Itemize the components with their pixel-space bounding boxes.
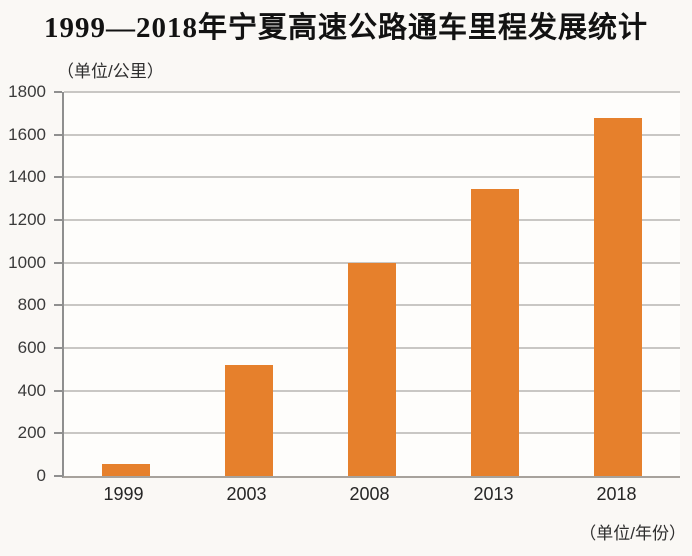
y-tick-label-1000: 1000 <box>8 253 46 272</box>
y-tick-mark-400 <box>54 390 62 392</box>
x-tick-label-2018: 2018 <box>596 484 637 504</box>
y-tick-mark-1200 <box>54 219 62 221</box>
y-tick-mark-1000 <box>54 262 62 264</box>
y-axis-tick-labels: 0 200 400 600 800 1000 1200 1400 1600 1800 <box>0 82 46 485</box>
y-axis-unit-label: （单位/公里） <box>57 62 164 81</box>
y-tick-mark-1800 <box>54 91 62 93</box>
y-tick-label-200: 200 <box>17 423 46 442</box>
y-tick-label-0: 0 <box>36 466 46 485</box>
bar-2018 <box>594 117 642 476</box>
gridline-1200 <box>64 219 680 221</box>
y-axis-tick-marks <box>0 91 62 477</box>
y-tick-label-1400: 1400 <box>8 167 46 186</box>
y-tick-mark-200 <box>54 432 62 434</box>
x-tick-label-2003: 2003 <box>226 484 267 504</box>
y-tick-mark-800 <box>54 304 62 306</box>
y-tick-label-1600: 1600 <box>8 125 46 144</box>
y-tick-mark-0 <box>54 475 62 477</box>
x-axis-unit-label: （单位/年份） <box>579 524 686 543</box>
gridline-1600 <box>64 134 680 136</box>
y-tick-mark-600 <box>54 347 62 349</box>
bar-2013 <box>471 189 519 476</box>
y-tick-label-400: 400 <box>17 381 46 400</box>
y-tick-mark-1400 <box>54 176 62 178</box>
x-tick-label-2008: 2008 <box>349 484 390 504</box>
y-tick-label-600: 600 <box>17 338 46 357</box>
bar-2003 <box>225 365 273 476</box>
x-axis-tick-labels: 1999 2003 2008 2013 2018 <box>62 484 678 508</box>
x-tick-label-2013: 2013 <box>473 484 514 504</box>
y-tick-label-1200: 1200 <box>8 210 46 229</box>
bar-1999 <box>102 464 150 476</box>
x-tick-label-1999: 1999 <box>103 484 144 504</box>
chart-title: 1999—2018年宁夏高速公路通车里程发展统计 <box>43 12 648 44</box>
y-tick-label-800: 800 <box>17 295 46 314</box>
plot-area <box>62 91 680 478</box>
bar-2008 <box>348 262 396 476</box>
gridline-1800 <box>64 91 680 93</box>
gridline-1400 <box>64 176 680 178</box>
y-tick-mark-1600 <box>54 134 62 136</box>
y-tick-label-1800: 1800 <box>8 82 46 101</box>
